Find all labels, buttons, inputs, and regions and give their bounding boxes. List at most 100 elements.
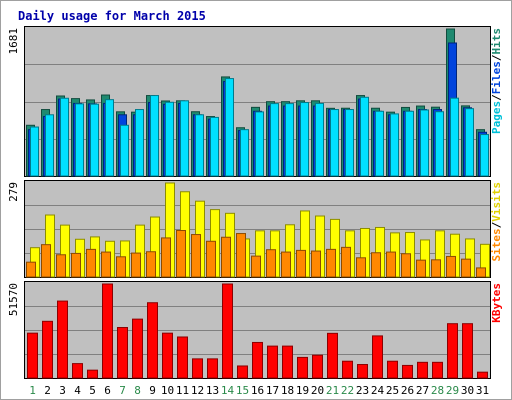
x-tick-label: 18 xyxy=(281,384,294,397)
bar-pages-day-11 xyxy=(180,100,189,177)
legend-files: Files xyxy=(490,61,503,94)
bar-sites-day-26 xyxy=(401,253,411,278)
x-tick-label: 28 xyxy=(431,384,444,397)
x-tick-label: 31 xyxy=(476,384,489,397)
legend-pages-files-hits: Pages/Files/Hits xyxy=(490,28,503,134)
bar-sites-day-17 xyxy=(266,249,276,278)
bar-kbytes-day-25 xyxy=(387,360,398,379)
x-tick-label: 10 xyxy=(161,384,174,397)
bar-pages-day-7 xyxy=(120,124,129,177)
legend-pages: Pages xyxy=(490,101,503,134)
bar-pages-day-19 xyxy=(300,102,309,177)
bar-pages-day-8 xyxy=(135,109,144,177)
bar-sites-day-20 xyxy=(311,250,321,278)
bars-pages-files-hits xyxy=(26,28,489,177)
bar-kbytes-day-14 xyxy=(222,283,233,379)
bar-kbytes-day-4 xyxy=(72,363,83,379)
bar-pages-day-2 xyxy=(45,114,54,177)
x-tick-label: 24 xyxy=(371,384,385,397)
x-tick-label: 29 xyxy=(446,384,459,397)
bar-sites-day-2 xyxy=(41,244,51,278)
bar-sites-day-23 xyxy=(356,257,366,278)
bar-kbytes-day-10 xyxy=(162,332,173,379)
x-tick-label: 20 xyxy=(311,384,324,397)
bar-sites-day-1 xyxy=(26,261,36,278)
legend-hits: Hits xyxy=(490,28,503,55)
bar-pages-day-3 xyxy=(60,97,69,177)
x-tick-label: 30 xyxy=(461,384,474,397)
legend-separator: / xyxy=(490,94,503,101)
x-tick-label: 23 xyxy=(356,384,369,397)
bar-kbytes-day-9 xyxy=(147,302,158,379)
bar-kbytes-day-13 xyxy=(207,358,218,379)
bar-kbytes-day-8 xyxy=(132,318,143,379)
bar-sites-day-12 xyxy=(191,234,201,278)
bar-sites-day-5 xyxy=(86,248,96,278)
x-tick-label: 19 xyxy=(296,384,309,397)
x-tick-label: 16 xyxy=(251,384,264,397)
x-tick-label: 14 xyxy=(221,384,235,397)
bar-sites-day-24 xyxy=(371,252,381,278)
bar-sites-day-14 xyxy=(221,236,231,278)
bar-pages-day-12 xyxy=(195,114,204,177)
bar-kbytes-day-23 xyxy=(357,364,368,379)
ymax-label-kbytes: 51570 xyxy=(7,283,20,316)
bar-kbytes-day-3 xyxy=(57,300,68,379)
bar-kbytes-day-22 xyxy=(342,360,353,379)
bar-pages-day-14 xyxy=(225,78,234,177)
bar-sites-day-30 xyxy=(461,258,471,278)
bar-pages-day-17 xyxy=(270,103,279,177)
bar-kbytes-day-24 xyxy=(372,335,383,379)
bar-sites-day-29 xyxy=(446,255,456,278)
bar-kbytes-day-1 xyxy=(27,332,38,379)
bar-sites-day-21 xyxy=(326,248,336,278)
bar-kbytes-day-15 xyxy=(237,365,248,379)
bar-pages-day-25 xyxy=(390,113,399,177)
bar-sites-day-18 xyxy=(281,251,291,278)
bar-pages-day-27 xyxy=(420,109,429,177)
bars-kbytes xyxy=(27,283,488,379)
bar-pages-day-6 xyxy=(105,99,114,177)
bar-pages-day-9 xyxy=(150,95,159,177)
bar-kbytes-day-28 xyxy=(432,361,443,379)
x-tick-label: 15 xyxy=(236,384,249,397)
bar-kbytes-day-18 xyxy=(282,345,293,379)
legend-kbytes: KBytes xyxy=(490,283,503,323)
x-tick-label: 22 xyxy=(341,384,354,397)
bar-pages-day-22 xyxy=(345,109,354,177)
x-tick-label: 2 xyxy=(44,384,51,397)
bar-sites-day-13 xyxy=(206,240,216,278)
legend-sites: Sites xyxy=(490,228,503,261)
bar-pages-day-31 xyxy=(480,134,489,177)
bar-pages-day-23 xyxy=(360,96,369,177)
bar-pages-day-16 xyxy=(255,111,264,177)
bar-sites-day-4 xyxy=(71,252,81,278)
bar-sites-day-28 xyxy=(431,259,441,278)
bar-kbytes-day-6 xyxy=(102,283,113,379)
bar-sites-day-15 xyxy=(236,233,246,278)
x-tick-label: 25 xyxy=(386,384,399,397)
x-tick-label: 3 xyxy=(59,384,66,397)
bar-kbytes-day-29 xyxy=(447,323,458,379)
bar-kbytes-day-11 xyxy=(177,336,188,379)
bar-kbytes-day-2 xyxy=(42,320,53,379)
x-tick-label: 11 xyxy=(176,384,189,397)
bar-pages-day-15 xyxy=(240,129,249,177)
bar-kbytes-day-7 xyxy=(117,327,128,379)
bar-sites-day-3 xyxy=(56,254,66,278)
x-tick-label: 17 xyxy=(266,384,279,397)
bar-pages-day-26 xyxy=(405,110,414,177)
legend-visits-sites: Sites/Visits xyxy=(490,182,503,262)
x-tick-label: 9 xyxy=(149,384,156,397)
bar-sites-day-7 xyxy=(116,256,126,278)
bar-kbytes-day-17 xyxy=(267,345,278,379)
x-tick-label: 13 xyxy=(206,384,219,397)
legend-separator: / xyxy=(490,54,503,61)
bar-sites-day-6 xyxy=(101,251,111,278)
bar-kbytes-day-31 xyxy=(477,371,488,379)
bar-kbytes-day-5 xyxy=(87,369,98,379)
x-tick-label: 7 xyxy=(119,384,126,397)
x-tick-label: 6 xyxy=(104,384,111,397)
bar-kbytes-day-20 xyxy=(312,354,323,379)
legend-visits: Visits xyxy=(490,182,503,222)
